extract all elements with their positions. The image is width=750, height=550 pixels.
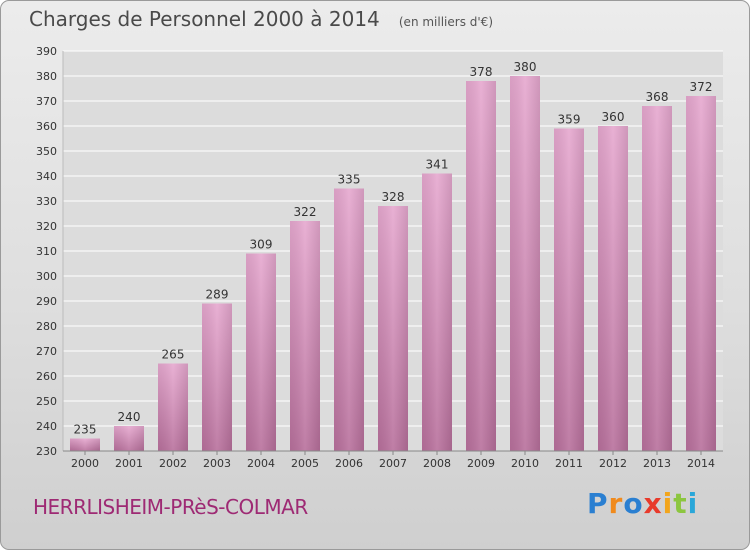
title-row: Charges de Personnel 2000 à 2014 (en mil… [29,7,493,31]
y-tick-label: 340 [36,170,57,183]
bar-shading [466,81,496,451]
x-tick-label: 2007 [379,457,407,470]
x-tick-label: 2008 [423,457,451,470]
logo-letter: t [673,487,688,520]
proxiti-logo: Proxiti [587,487,698,520]
data-label: 368 [646,90,669,104]
x-tick-label: 2012 [599,457,627,470]
y-tick-label: 390 [36,45,57,58]
bar-shading [554,128,584,451]
plot-area: 230 240 250 260 270 280 290 300 310 320 330 340 350 3… [36,45,723,470]
y-tick-label: 250 [36,395,57,408]
data-label: 341 [426,158,449,172]
y-tick-label: 290 [36,295,57,308]
bar-shading [422,173,452,451]
bar-shading [686,96,716,451]
data-label: 328 [382,190,405,204]
y-tick-label: 330 [36,195,57,208]
data-label: 265 [162,348,185,362]
logo-letter: o [623,487,644,520]
chart-title: Charges de Personnel 2000 à 2014 [29,7,380,31]
x-tick-label: 2014 [687,457,715,470]
logo-letter: x [643,487,663,520]
data-label: 322 [294,205,317,219]
x-tick-label: 2013 [643,457,671,470]
bar-shading [510,76,540,451]
x-tick-label: 2002 [159,457,187,470]
bar-shading [202,303,232,451]
y-tick-label: 320 [36,220,57,233]
data-label: 359 [558,113,581,127]
bar-shading [114,426,144,451]
bar-shading [598,126,628,451]
data-label: 309 [250,238,273,252]
data-label: 380 [514,60,537,74]
logo-letter: i [687,487,699,520]
y-tick-label: 380 [36,70,57,83]
x-tick-label: 2003 [203,457,231,470]
y-tick-label: 350 [36,145,57,158]
logo-letter: P [587,487,609,520]
x-tick-label: 2000 [71,457,99,470]
x-tick-label: 2001 [115,457,143,470]
bar-shading [290,221,320,451]
y-tick-label: 270 [36,345,57,358]
data-label: 335 [338,173,361,187]
x-tick-label: 2010 [511,457,539,470]
unit-note: (en milliers d'€) [398,15,493,29]
y-tick-label: 280 [36,320,57,333]
x-tick-label: 2005 [291,457,319,470]
bar-shading [158,363,188,451]
y-tick-label: 370 [36,95,57,108]
logo-letter: i [662,487,674,520]
data-label: 372 [690,80,713,94]
data-label: 235 [74,423,97,437]
data-label: 240 [118,410,141,424]
x-tick-label: 2006 [335,457,363,470]
bar-shading [246,253,276,451]
x-tick-label: 2004 [247,457,275,470]
bar-shading [378,206,408,451]
y-tick-label: 310 [36,245,57,258]
x-tick-label: 2011 [555,457,583,470]
y-tick-label: 240 [36,420,57,433]
data-label: 289 [206,288,229,302]
bar-shading [334,188,364,451]
y-tick-label: 300 [36,270,57,283]
place-name: HERRLISHEIM-PRèS-COLMAR [33,495,308,519]
bar-shading [70,438,100,451]
y-tick-label: 230 [36,445,57,458]
logo-letter: r [608,487,624,520]
y-tick-label: 360 [36,120,57,133]
bar-shading [642,106,672,451]
data-label: 378 [470,65,493,79]
data-label: 360 [602,110,625,124]
y-tick-label: 260 [36,370,57,383]
x-tick-label: 2009 [467,457,495,470]
